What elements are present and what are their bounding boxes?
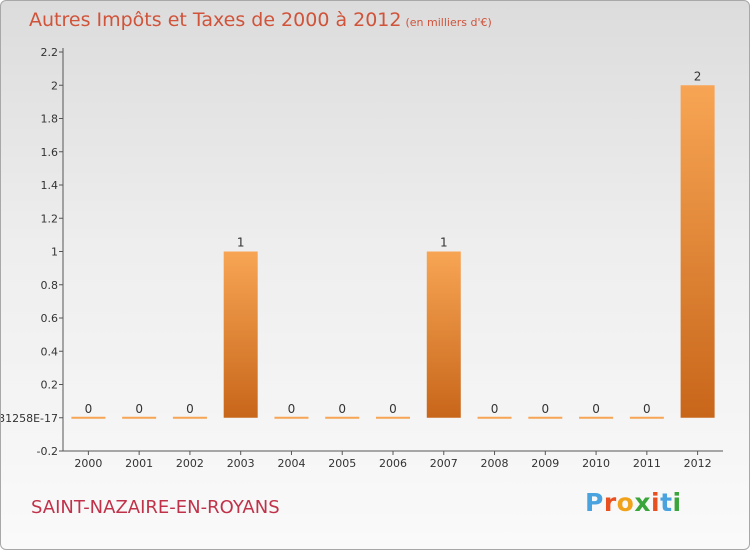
data-label-2011: 0	[643, 402, 651, 416]
logo-letter: i	[651, 488, 661, 517]
bar-2004	[274, 416, 309, 419]
y-tick-label: 0.8	[41, 279, 59, 292]
logo-letter: P	[585, 488, 604, 517]
data-label-2009: 0	[541, 402, 549, 416]
x-tick-label-2007: 2007	[430, 457, 458, 470]
labels-layer: 0 0 0 1 0 0 0 1 0 0 0 0 2	[85, 69, 702, 416]
bar-2010	[579, 416, 614, 419]
chart-title-text: Autres Impôts et Taxes de 2000 à 2012	[29, 9, 402, 31]
x-tick-label-2012: 2012	[684, 457, 712, 470]
x-tick-label-2008: 2008	[481, 457, 509, 470]
bar-2009	[528, 416, 563, 419]
bar-2002	[172, 416, 207, 419]
x-tick-label-2003: 2003	[227, 457, 255, 470]
y-tick-label: 2.2	[41, 46, 59, 59]
chart-title: Autres Impôts et Taxes de 2000 à 2012 (en…	[29, 9, 492, 31]
x-tick-label-2011: 2011	[633, 457, 661, 470]
x-tick-label-2010: 2010	[582, 457, 610, 470]
y-tick-label: 0.6	[41, 312, 59, 325]
y-tick-label: 0.4	[41, 345, 59, 358]
data-label-2010: 0	[592, 402, 600, 416]
data-label-2005: 0	[338, 402, 346, 416]
x-tick-label-2002: 2002	[176, 457, 204, 470]
logo-letter: r	[603, 488, 617, 517]
y-tick-label: 1.4	[41, 179, 59, 192]
bar-2011	[629, 416, 664, 419]
x-tick-label-2004: 2004	[277, 457, 305, 470]
y-tick-label: -5.5511151231258E-17	[1, 412, 58, 425]
bar-2000	[71, 416, 106, 419]
logo-letter: o	[616, 488, 635, 517]
y-tick-label: 1.6	[41, 146, 59, 159]
bar-2006	[376, 416, 410, 419]
commune-name: SAINT-NAZAIRE-EN-ROYANS	[31, 497, 280, 518]
bar-2001	[122, 416, 157, 419]
logo-letter: t	[660, 488, 673, 517]
data-label-2004: 0	[288, 402, 296, 416]
data-label-2012: 2	[694, 69, 702, 83]
axis-layer: -0.2 -5.5511151231258E-17 0.2 0.4 0.6 0.8 1 1.2…	[1, 46, 723, 470]
data-label-2008: 0	[491, 402, 499, 416]
bar-2012	[680, 85, 715, 418]
x-tick-label-2001: 2001	[125, 457, 153, 470]
bar-2008	[477, 416, 512, 419]
y-tick-label: 2	[51, 79, 58, 92]
data-label-2002: 0	[186, 402, 194, 416]
bar-2007	[426, 251, 461, 418]
x-tick-label-2005: 2005	[328, 457, 356, 470]
bar-2003	[223, 251, 258, 418]
x-tick-label-2009: 2009	[531, 457, 559, 470]
x-tick-label-2000: 2000	[74, 457, 102, 470]
bar-2005	[325, 416, 360, 419]
y-tick-label: 0.2	[41, 379, 59, 392]
y-tick-label: 1	[51, 246, 58, 259]
data-label-2003: 1	[237, 236, 245, 250]
y-tick-label: -0.2	[37, 445, 58, 458]
y-tick-label: 1.8	[41, 113, 59, 126]
data-label-2007: 1	[440, 236, 448, 250]
chart-unit: (en milliers d'€)	[405, 16, 492, 29]
x-tick-label-2006: 2006	[379, 457, 407, 470]
data-label-2006: 0	[389, 402, 397, 416]
y-tick-label: 1.2	[41, 212, 59, 225]
logo-letter: i	[672, 488, 682, 517]
data-label-2001: 0	[135, 402, 143, 416]
bars-layer	[71, 85, 715, 419]
logo-letter: x	[634, 488, 651, 517]
data-label-2000: 0	[85, 402, 93, 416]
proxiti-logo[interactable]: Proxiti	[585, 488, 682, 517]
